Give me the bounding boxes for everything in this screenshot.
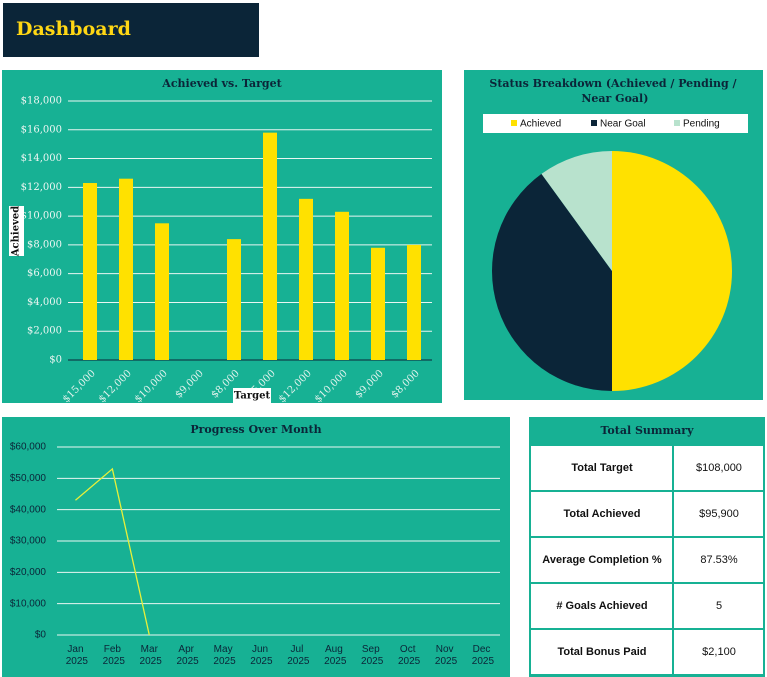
legend-label: Pending — [683, 119, 720, 130]
legend-label: Near Goal — [600, 119, 646, 130]
summary-label-cell — [531, 584, 672, 628]
y-tick-label: $6,000 — [27, 268, 62, 279]
x-tick-label: Aug 2025 — [321, 644, 346, 667]
y-tick-label: $40,000 — [10, 504, 47, 515]
legend-swatch — [591, 120, 597, 126]
line-panel — [2, 417, 510, 677]
summary-label: Total Target — [571, 462, 633, 474]
y-tick-label: $14,000 — [21, 153, 62, 164]
pie-slice — [541, 151, 612, 271]
bar — [407, 244, 421, 360]
bar-panel — [2, 70, 442, 403]
y-tick-label: $4,000 — [27, 297, 62, 308]
legend-label: Achieved — [520, 119, 561, 130]
legend-swatch — [674, 120, 680, 126]
chart-title: Status Breakdown (Achieved / Pending / N… — [489, 77, 737, 105]
y-tick-label: $2,000 — [27, 326, 62, 337]
x-tick-label: Apr 2025 — [174, 644, 199, 667]
y-tick-label: $20,000 — [10, 567, 47, 578]
x-tick-label: Sep 2025 — [358, 644, 383, 667]
x-tick-label: Jan 2025 — [63, 644, 88, 667]
y-tick-label: $50,000 — [10, 473, 47, 484]
summary-value-cell — [674, 492, 763, 536]
summary-label-cell — [531, 538, 672, 582]
y-tick-label: $16,000 — [21, 124, 62, 135]
y-tick-label: $12,000 — [21, 182, 62, 193]
chart-title: Progress Over Month — [190, 423, 321, 436]
y-tick-label: $8,000 — [27, 239, 62, 250]
summary-label-cell — [531, 446, 672, 490]
x-tick-label: Jun 2025 — [248, 644, 273, 667]
legend-box — [483, 114, 748, 133]
pie-slice — [491, 173, 612, 392]
y-tick-label: $10,000 — [10, 598, 47, 609]
summary-label-cell — [531, 630, 672, 674]
summary-label: Total Bonus Paid — [557, 646, 646, 658]
bar — [299, 198, 313, 360]
x-tick-label: Dec 2025 — [469, 644, 494, 667]
legend-swatch — [511, 120, 517, 126]
y-tick-label: $30,000 — [10, 536, 47, 547]
header-title: Dashboard — [16, 18, 131, 40]
summary-value: 87.53% — [700, 554, 738, 566]
summary-label: Total Achieved — [563, 508, 640, 520]
summary-title: Total Summary — [600, 424, 694, 437]
x-tick-label: Jul 2025 — [284, 644, 309, 667]
summary-value: 5 — [716, 600, 722, 612]
y-axis-label: Achieved — [11, 206, 22, 257]
summary-value: $2,100 — [702, 646, 736, 658]
bar — [335, 211, 349, 360]
summary-value-cell — [674, 538, 763, 582]
summary-value-cell — [674, 630, 763, 674]
bar — [227, 239, 241, 360]
summary-label-cell — [531, 492, 672, 536]
summary-value: $95,900 — [699, 508, 739, 520]
bar — [119, 178, 133, 360]
y-tick-label: $0 — [49, 355, 62, 366]
x-tick-label: May 2025 — [211, 644, 236, 667]
summary-value-cell — [674, 446, 763, 490]
bar — [83, 183, 97, 360]
x-axis-label: Target — [234, 391, 271, 402]
x-tick-label: Nov 2025 — [432, 644, 457, 667]
x-tick-label: Mar 2025 — [137, 644, 162, 667]
y-tick-label: $0 — [35, 630, 47, 641]
summary-value-cell — [674, 584, 763, 628]
pie-slice — [612, 151, 732, 391]
y-tick-label: $18,000 — [21, 96, 62, 107]
bar — [155, 223, 169, 360]
y-tick-label: $10,000 — [21, 211, 62, 222]
bar — [371, 247, 385, 360]
summary-label: # Goals Achieved — [556, 600, 647, 612]
header-bar — [3, 3, 259, 57]
bar — [263, 132, 277, 360]
summary-label: Average Completion % — [542, 554, 662, 566]
y-label-box — [9, 206, 24, 256]
summary-value: $108,000 — [696, 462, 742, 474]
x-label-box — [233, 388, 271, 403]
x-tick-label: Oct 2025 — [395, 644, 420, 667]
line-series — [75, 467, 150, 636]
chart-title: Achieved vs. Target — [161, 77, 282, 90]
x-tick-label: Feb 2025 — [100, 644, 125, 667]
y-tick-label: $60,000 — [10, 442, 47, 453]
